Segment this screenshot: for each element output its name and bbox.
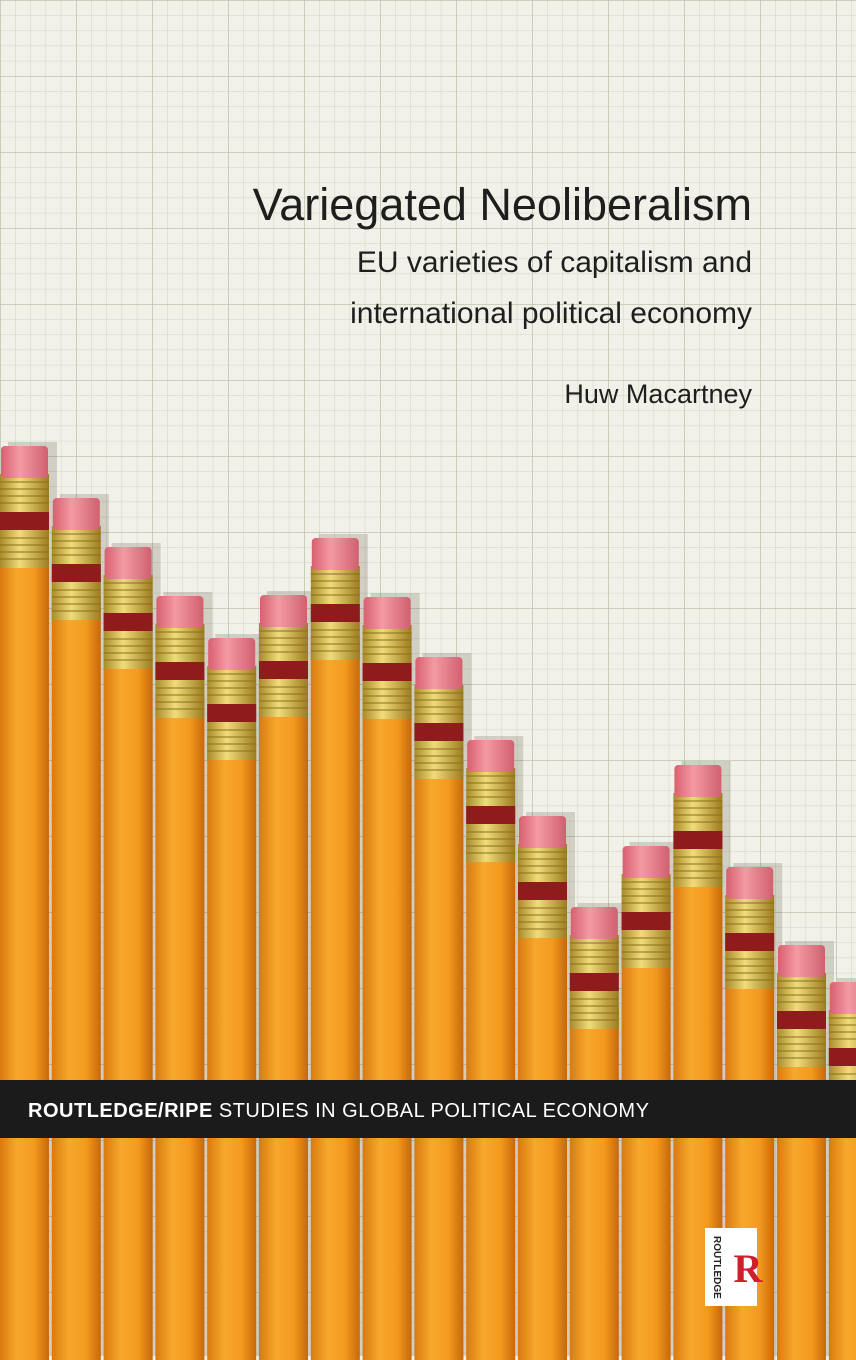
pencil-eraser <box>778 945 825 977</box>
pencil-body <box>155 696 205 1360</box>
pencil-eraser <box>726 867 774 899</box>
pencil-eraser <box>1 446 48 478</box>
pencil-eraser <box>519 816 566 848</box>
title: Variegated Neoliberalism <box>253 179 752 230</box>
pencils <box>0 442 856 1360</box>
pencil-body <box>569 1007 619 1360</box>
pencil-band <box>777 1011 826 1029</box>
subtitle-line: international political economy <box>350 297 752 330</box>
pencil-eraser <box>829 982 856 1014</box>
pencil-band <box>518 882 567 900</box>
pencil-band <box>362 663 412 681</box>
pencil-band <box>0 512 49 530</box>
pencil-eraser <box>156 596 204 628</box>
pencil-band <box>673 831 723 849</box>
pencil-body <box>103 647 153 1360</box>
pencil-band <box>51 564 101 582</box>
pencil-eraser <box>570 907 618 939</box>
subtitle-line: EU varieties of capitalism and <box>357 246 752 279</box>
pencil-band <box>155 662 205 680</box>
pencil-band <box>621 912 671 930</box>
author: Huw Macartney <box>564 379 752 409</box>
pencil-body <box>0 546 49 1360</box>
pencil-body <box>362 697 412 1360</box>
pencil-eraser <box>52 498 100 530</box>
pencil-band <box>310 604 360 622</box>
pencil-eraser <box>104 547 152 579</box>
pencil-eraser <box>260 595 307 627</box>
pencil-band <box>725 933 775 951</box>
pencil-band <box>466 806 516 824</box>
series-band <box>0 1080 856 1138</box>
pencil-body <box>207 738 257 1360</box>
pencil-body <box>51 598 101 1360</box>
pencil-eraser <box>208 638 256 670</box>
series-bold: ROUTLEDGE/RIPE <box>28 1100 213 1122</box>
pencil-eraser <box>415 657 463 689</box>
publisher-logo: R ROUTLEDGE <box>705 1228 764 1306</box>
pencil-eraser <box>674 765 722 797</box>
pencil-eraser <box>467 740 515 772</box>
pencil-eraser <box>622 846 670 878</box>
series-text: ROUTLEDGE/RIPE STUDIES IN GLOBAL POLITIC… <box>28 1100 649 1122</box>
pencil-eraser <box>311 538 359 570</box>
logo-text: ROUTLEDGE <box>711 1236 722 1299</box>
logo-mark: R <box>734 1246 764 1291</box>
pencil-band <box>207 704 257 722</box>
pencil-eraser <box>363 597 411 629</box>
pencil-body <box>259 695 308 1360</box>
pencil-band <box>828 1048 856 1066</box>
logo-box <box>705 1228 757 1306</box>
pencil-body <box>310 638 360 1360</box>
pencil-band <box>414 723 464 741</box>
pencil-band <box>569 973 619 991</box>
pencil-band <box>259 661 308 679</box>
pencil-body <box>621 946 671 1360</box>
pencil-band <box>103 613 153 631</box>
series-rest: STUDIES IN GLOBAL POLITICAL ECONOMY <box>219 1100 650 1122</box>
pencil-body <box>414 757 464 1360</box>
